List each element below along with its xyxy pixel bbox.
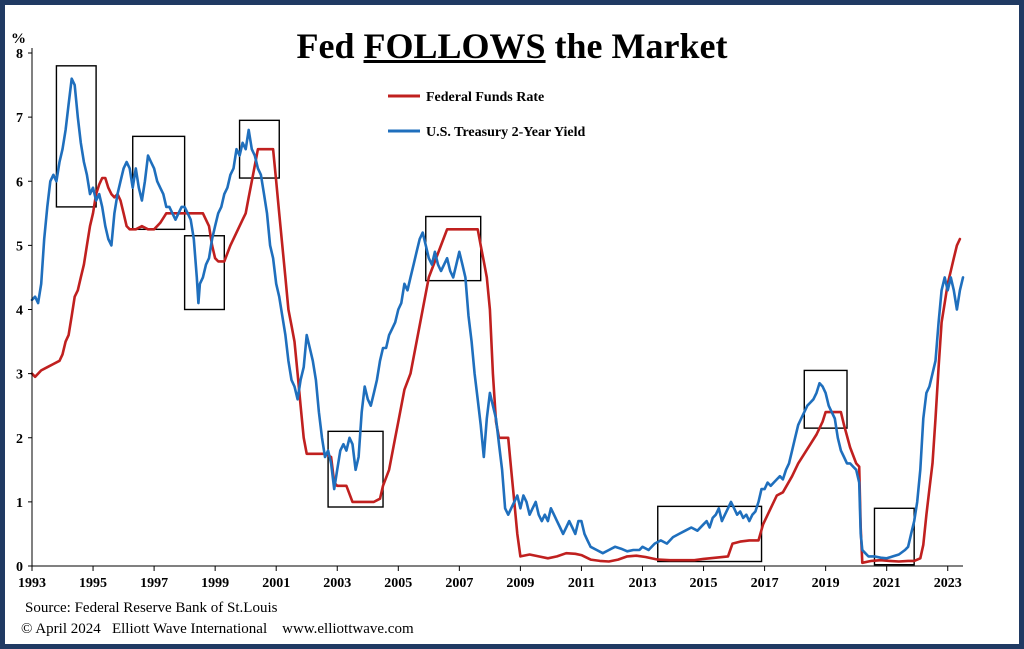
y-tick-label: 7 bbox=[16, 111, 23, 126]
y-tick-label: 8 bbox=[16, 47, 23, 62]
legend-label: U.S. Treasury 2-Year Yield bbox=[426, 125, 586, 140]
x-tick-label: 1999 bbox=[201, 576, 229, 591]
highlight-box bbox=[803, 369, 848, 429]
chart-frame: Fed FOLLOWS the Market % 0 1 2 3 4 5 6 7 8 1993 19… bbox=[5, 5, 1019, 644]
highlight-box bbox=[183, 235, 226, 311]
y-tick-label: 2 bbox=[16, 432, 23, 447]
y-tick-label: 3 bbox=[16, 368, 23, 383]
title-part-1: Fed bbox=[296, 26, 364, 66]
x-tick-label: 2007 bbox=[445, 576, 473, 591]
x-tick-label: 1995 bbox=[79, 576, 107, 591]
x-tick-label: 2021 bbox=[873, 576, 901, 591]
title-part-2: FOLLOWS bbox=[363, 26, 546, 66]
highlight-box bbox=[327, 430, 384, 508]
chart-title: Fed FOLLOWS the Market bbox=[5, 25, 1019, 67]
x-tick-label: 2009 bbox=[506, 576, 534, 591]
highlight-box bbox=[873, 507, 915, 566]
series-lines bbox=[30, 77, 965, 565]
highlight-box bbox=[425, 215, 482, 282]
x-tick-label: 1997 bbox=[140, 576, 168, 591]
x-tick-label: 2005 bbox=[384, 576, 412, 591]
highlight-box bbox=[55, 65, 97, 208]
x-tick-label: 1993 bbox=[18, 576, 46, 591]
title-part-3: the Market bbox=[545, 26, 728, 66]
x-tick-label: 2019 bbox=[812, 576, 840, 591]
series-line bbox=[30, 147, 962, 565]
y-tick-label: 6 bbox=[16, 175, 23, 190]
y-tick-label: 4 bbox=[16, 304, 23, 319]
y-tick-label: 0 bbox=[16, 560, 23, 575]
x-tick-label: 2023 bbox=[934, 576, 962, 591]
x-tick-label: 2001 bbox=[262, 576, 290, 591]
x-tick-label: 2011 bbox=[568, 576, 595, 591]
legend-label: Federal Funds Rate bbox=[426, 90, 544, 105]
series-line bbox=[30, 77, 965, 560]
y-tick-label: 1 bbox=[16, 496, 23, 511]
source-note: Source: Federal Reserve Bank of St.Louis bbox=[25, 600, 278, 616]
x-tick-label: 2015 bbox=[690, 576, 718, 591]
axes: 0 1 2 3 4 5 6 7 8 1993 1995 1997 1999 2001 2003 2005 200… bbox=[16, 47, 963, 591]
y-tick-label: 5 bbox=[16, 239, 23, 254]
copyright-note: © April 2024 Elliott Wave International … bbox=[21, 621, 414, 637]
x-tick-label: 2013 bbox=[628, 576, 656, 591]
y-axis-label: % bbox=[11, 31, 26, 47]
legend: Federal Funds Rate U.S. Treasury 2-Year Y… bbox=[388, 90, 586, 140]
x-tick-label: 2017 bbox=[751, 576, 779, 591]
highlight-box bbox=[238, 119, 280, 179]
line-chart: % 0 1 2 3 4 5 6 7 8 1993 1995 1997 1999 2001 2003 2005 2… bbox=[11, 31, 965, 591]
x-tick-label: 2003 bbox=[323, 576, 351, 591]
